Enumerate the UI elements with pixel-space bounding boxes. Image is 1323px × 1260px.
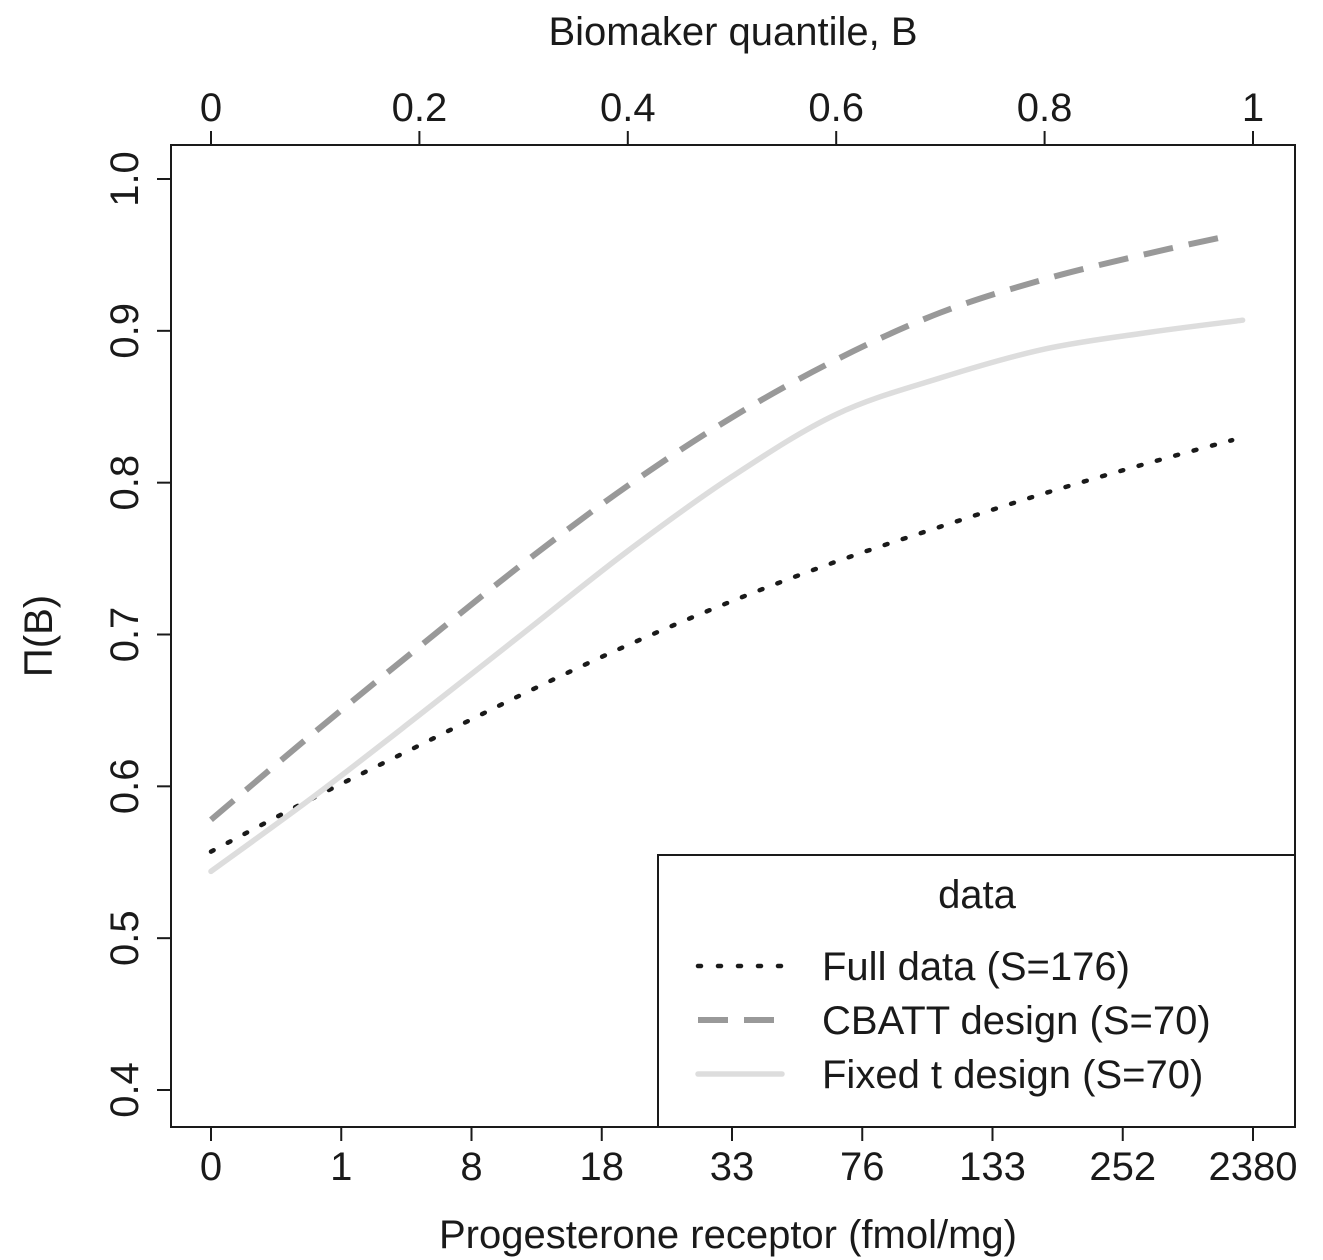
top-axis-title: Biomaker quantile, B <box>548 10 917 54</box>
series-layer <box>208 232 1246 875</box>
top-tick-label: 0.6 <box>808 86 864 130</box>
top-tick-label: 0.8 <box>1017 86 1073 130</box>
bottom-tick-label: 133 <box>959 1145 1026 1189</box>
top-axis-ticks: 0 0.2 0.4 0.6 0.8 1 <box>200 86 1264 145</box>
left-axis-ticks: 0.4 0.5 0.6 0.7 0.8 0.9 1.0 <box>103 151 171 1118</box>
legend-title: data <box>938 873 1017 917</box>
bottom-tick-label: 76 <box>840 1145 885 1189</box>
legend-box <box>657 854 1296 1128</box>
fixed-t-design-line <box>208 317 1246 875</box>
fixed-t-design-legend-label: Fixed t design (S=70) <box>822 1053 1203 1097</box>
legend: data Full data (S=176) CBATT design (S=70… <box>657 854 1296 1128</box>
bottom-tick-label: 18 <box>580 1145 625 1189</box>
left-tick-label: 0.5 <box>103 910 147 966</box>
bottom-tick-label: 0 <box>200 1145 222 1189</box>
left-tick-label: 0.8 <box>103 455 147 511</box>
cbatt-design-legend-label: CBATT design (S=70) <box>822 999 1211 1043</box>
legend-items: Full data (S=176) CBATT design (S=70) Fixe… <box>695 945 1211 1097</box>
bottom-tick-label: 8 <box>460 1145 482 1189</box>
left-tick-label: 0.6 <box>103 759 147 815</box>
top-tick-label: 0.4 <box>600 86 656 130</box>
left-tick-label: 0.7 <box>103 607 147 663</box>
left-tick-label: 1.0 <box>103 151 147 207</box>
bottom-tick-label: 33 <box>710 1145 755 1189</box>
top-tick-label: 0 <box>200 86 222 130</box>
top-tick-label: 1 <box>1242 86 1264 130</box>
bottom-tick-label: 2380 <box>1209 1145 1298 1189</box>
cbatt-design-line <box>209 232 1233 823</box>
left-tick-label: 0.4 <box>103 1062 147 1118</box>
left-tick-label: 0.9 <box>103 303 147 359</box>
top-tick-label: 0.2 <box>392 86 448 130</box>
bottom-tick-label: 1 <box>330 1145 352 1189</box>
bottom-tick-label: 252 <box>1089 1145 1156 1189</box>
y-axis-title: Π(B) <box>17 595 61 677</box>
full-data-line <box>208 437 1235 854</box>
full-data-legend-label: Full data (S=176) <box>822 945 1130 989</box>
bottom-axis-ticks: 0 1 8 18 33 76 133 252 2380 <box>200 1127 1298 1189</box>
x-axis-title: Progesterone receptor (fmol/mg) <box>439 1213 1017 1257</box>
